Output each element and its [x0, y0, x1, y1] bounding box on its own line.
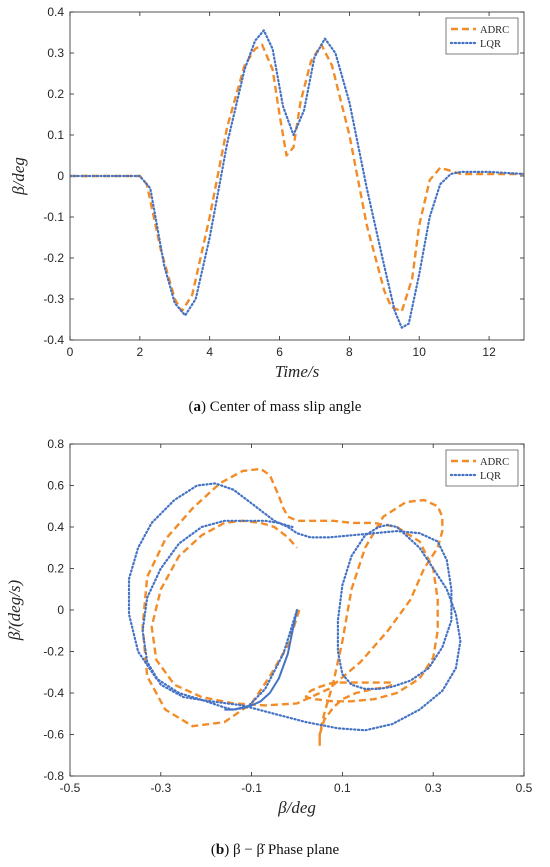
y-tick-label: 0.1	[47, 128, 64, 142]
y-tick-label: -0.4	[43, 686, 64, 700]
y-tick-label: 0.2	[47, 562, 64, 576]
x-tick-label: 0.1	[334, 781, 351, 795]
y-tick-label: 0.2	[47, 87, 64, 101]
x-tick-label: 2	[137, 345, 144, 359]
y-tick-label: 0.6	[47, 479, 64, 493]
y-tick-label: 0	[57, 603, 64, 617]
x-tick-label: 10	[413, 345, 427, 359]
caption-a-text: Center of mass slip angle	[209, 399, 362, 415]
caption-b: (b) β − β̇ Phase plane	[210, 842, 340, 858]
x-tick-label: -0.3	[150, 781, 171, 795]
y-tick-label: -0.6	[43, 728, 64, 742]
series-line-adrc	[141, 467, 444, 747]
x-tick-label: 12	[482, 345, 496, 359]
y-tick-label: -0.3	[43, 292, 64, 306]
x-tick-label: 8	[346, 345, 353, 359]
y-tick-label: -0.8	[43, 769, 64, 783]
x-tick-label: -0.1	[241, 781, 262, 795]
x-tick-label: -0.5	[60, 781, 81, 795]
series-line-lqr	[70, 29, 524, 329]
chart-a: 0 2 4 6 8 10 12 -0.4 -0.3 -0.2 -0.1 0 0.1 0.2 0.3 0.4 Ti…	[9, 5, 525, 381]
caption-a: (a) Center of mass slip angle	[188, 399, 362, 415]
x-tick-label: 0.5	[516, 781, 533, 795]
y-axis-label: β̇/(deg/s)	[5, 579, 24, 641]
series-line-lqr-solid	[224, 609, 298, 711]
y-tick-label: 0.4	[47, 520, 64, 534]
y-tick-label: -0.2	[43, 645, 64, 659]
x-tick-label: 0.3	[425, 781, 442, 795]
y-tick-label: 0.3	[47, 46, 64, 60]
x-axis-label: β/deg	[277, 798, 316, 817]
legend-label-adrc: ADRC	[480, 25, 509, 36]
legend-box	[445, 17, 519, 55]
caption-b-letter: b	[215, 842, 225, 858]
legend-box	[445, 449, 519, 487]
y-tick-label: 0.4	[47, 5, 64, 19]
y-tick-label: 0	[57, 169, 64, 183]
x-axis-label: Time/s	[275, 362, 320, 381]
series-line-lqr	[127, 482, 462, 732]
caption-b-text: β − β̇ Phase plane	[232, 842, 340, 858]
x-tick-label: 0	[67, 345, 74, 359]
y-tick-label: -0.4	[43, 333, 64, 347]
chart-b: -0.5 -0.3 -0.1 0.1 0.3 0.5 -0.8 -0.6 -0.4 -0.2 0 0.…	[5, 437, 533, 817]
legend-label-lqr: LQR	[480, 39, 501, 50]
x-tick-label: 4	[206, 345, 213, 359]
caption-a-letter: a	[193, 399, 202, 415]
x-tick-label: 6	[276, 345, 283, 359]
y-tick-label: -0.2	[43, 251, 64, 265]
legend-label-lqr: LQR	[480, 471, 501, 482]
y-tick-label: -0.1	[43, 210, 64, 224]
y-axis-label: β/deg	[9, 157, 28, 196]
series-line-adrc	[70, 43, 524, 313]
y-tick-label: 0.8	[47, 437, 64, 451]
legend-label-adrc: ADRC	[480, 457, 509, 468]
